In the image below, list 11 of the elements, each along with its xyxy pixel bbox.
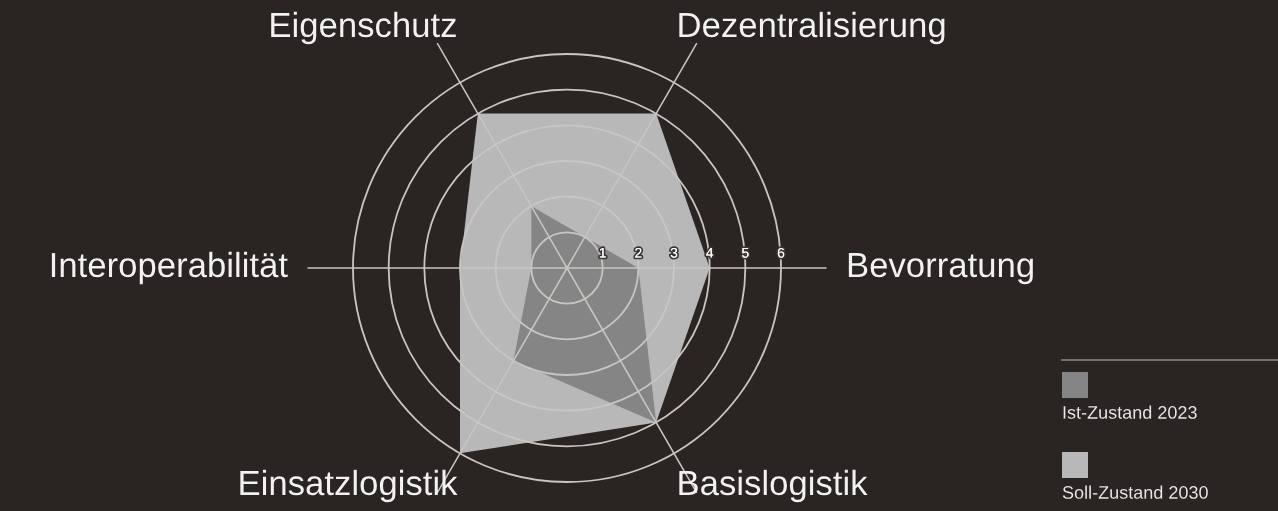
spoke-label: Einsatzlogistik bbox=[240, 469, 458, 503]
spoke-label: Interoperabilität bbox=[51, 251, 288, 285]
legend-label: Soll-Zustand 2030 bbox=[1062, 485, 1208, 499]
spoke-label: Bevorratung bbox=[848, 253, 1033, 285]
legend-label: Ist-Zustand 2023 bbox=[1063, 405, 1197, 419]
spoke-label: Basislogistik bbox=[679, 469, 868, 503]
y-tick-label: 2 bbox=[635, 247, 642, 258]
y-tick-label: 3 bbox=[670, 247, 678, 258]
y-tick-label: 1 bbox=[599, 248, 606, 258]
spoke-label: Dezentralisierung bbox=[679, 11, 945, 45]
spoke-label: Eigenschutz bbox=[271, 11, 456, 45]
